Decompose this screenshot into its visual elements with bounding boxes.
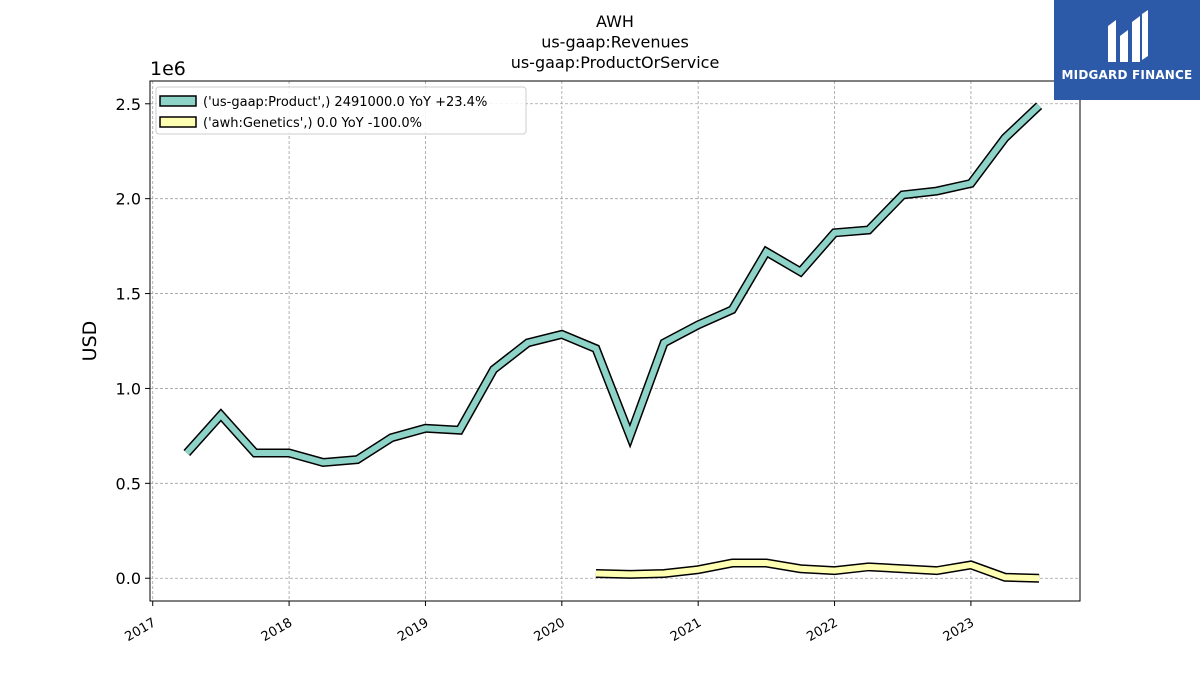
title-line-0: AWH <box>596 12 634 31</box>
legend-box <box>155 86 527 135</box>
y-tick-label: 2.0 <box>116 190 141 209</box>
y-offset-label: 1e6 <box>150 58 186 80</box>
x-tick-label: 2017 <box>123 615 159 645</box>
x-tick-label: 2021 <box>668 615 704 645</box>
series-lines <box>183 102 1043 583</box>
x-axis: 2017 2018 2019 2020 2021 2022 2023 <box>123 601 977 645</box>
brand-mark-icon <box>1108 10 1148 62</box>
chart-title: AWH us-gaap:Revenuesus-gaap:ProductOrServ… <box>511 12 720 72</box>
x-tick-label: 2019 <box>395 615 431 645</box>
legend-label-1: ('awh:Genetics',) 0.0 YoY -100.0% <box>203 116 422 131</box>
x-tick-label: 2020 <box>532 615 568 645</box>
brand-logo: MIDGARD FINANCE <box>1054 0 1200 100</box>
series-outline-0 <box>183 102 1043 468</box>
legend: ('us-gaap:Product',) 2491000.0 YoY +23.4… <box>155 86 527 135</box>
y-axis-label: USD <box>79 321 101 362</box>
legend-label-0: ('us-gaap:Product',) 2491000.0 YoY +23.4… <box>203 95 487 110</box>
brand-name: MIDGARD FINANCE <box>1061 68 1193 82</box>
x-tick-label: 2023 <box>941 615 977 645</box>
x-tick-label: 2022 <box>804 615 840 645</box>
y-tick-label: 0.0 <box>116 569 141 588</box>
legend-swatch-1 <box>159 116 197 128</box>
legend-swatch-0 <box>159 95 197 107</box>
grid <box>150 81 1080 601</box>
title-line-1: us-gaap:Revenues <box>541 33 689 52</box>
y-tick-label: 1.5 <box>116 285 141 304</box>
y-tick-label: 1.0 <box>116 379 141 398</box>
y-axis: 0.0 0.5 1.0 1.5 2.0 2.5 <box>116 95 150 588</box>
plot-frame <box>149 80 1081 602</box>
x-tick-label: 2018 <box>259 615 295 645</box>
series-line-1 <box>595 560 1040 582</box>
title-line-2: us-gaap:ProductOrService <box>511 53 720 72</box>
series-line-0 <box>184 103 1042 466</box>
y-tick-label: 0.5 <box>116 474 141 493</box>
y-tick-label: 2.5 <box>116 95 141 114</box>
